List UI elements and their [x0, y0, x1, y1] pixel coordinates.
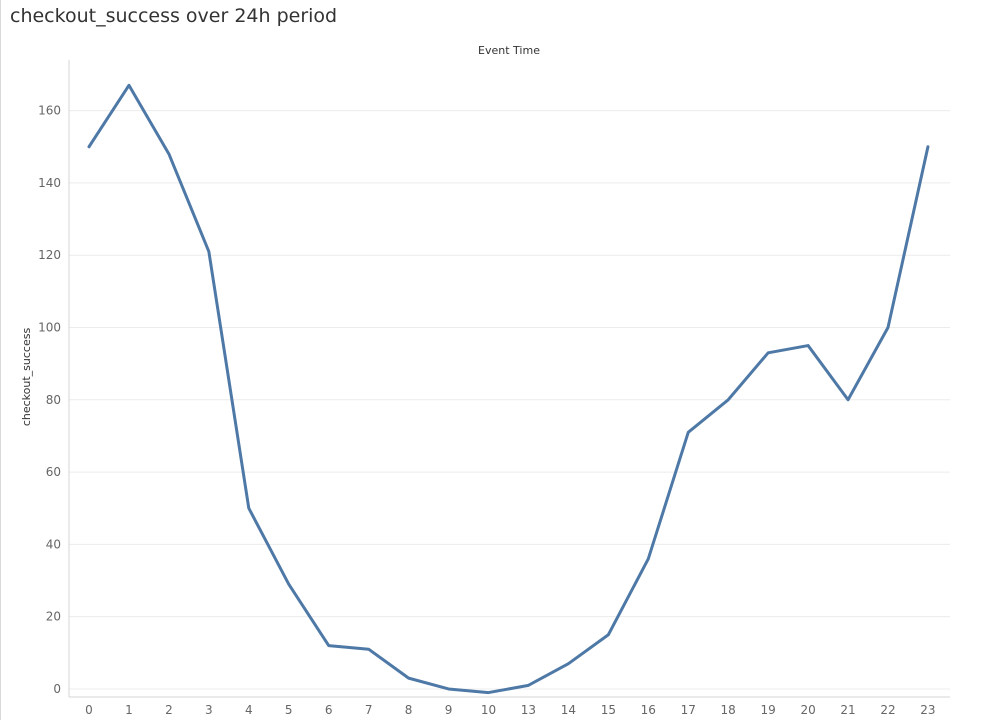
- x-tick-label: 10: [481, 703, 496, 717]
- x-tick-label: 3: [205, 703, 213, 717]
- x-tick-label: 7: [365, 703, 373, 717]
- x-tick-label: 19: [761, 703, 776, 717]
- y-tick-label: 120: [38, 248, 61, 262]
- x-tick-label: 17: [681, 703, 696, 717]
- x-tick-labels: 0 1 2 3 4 5 6 7 8 9 10 13 14 15 16 17 18 19 20 21 22 23: [85, 703, 935, 717]
- chart-title: checkout_success over 24h period: [10, 5, 338, 27]
- y-tick-label: 40: [46, 537, 61, 551]
- y-tick-label: 60: [46, 465, 61, 479]
- y-axis-title: checkout_success: [20, 328, 33, 427]
- x-axis-title: Event Time: [478, 44, 540, 57]
- x-tick-label: 2: [165, 703, 173, 717]
- x-tick-label: 5: [285, 703, 293, 717]
- x-tick-label: 16: [641, 703, 656, 717]
- y-tick-label: 100: [38, 320, 61, 334]
- x-tick-label: 14: [561, 703, 576, 717]
- x-tick-label: 8: [405, 703, 413, 717]
- x-tick-label: 15: [601, 703, 616, 717]
- y-tick-label: 140: [38, 176, 61, 190]
- x-tick-label: 9: [445, 703, 453, 717]
- x-tick-label: 6: [325, 703, 333, 717]
- series-layer: [87, 83, 930, 695]
- x-tick-label: 13: [521, 703, 536, 717]
- y-tick-label: 80: [46, 393, 61, 407]
- x-tick-label: 1: [125, 703, 133, 717]
- y-tick-label: 20: [46, 610, 61, 624]
- series-line: [87, 83, 930, 695]
- x-tick-label: 4: [245, 703, 253, 717]
- y-tick-label: 0: [53, 682, 61, 696]
- left-border: [0, 0, 1, 720]
- axes: [68, 60, 950, 698]
- y-tick-label: 160: [38, 104, 61, 118]
- gridlines: [69, 110, 950, 690]
- y-tick-labels: 0 20 40 60 80 100 120 140 160: [38, 104, 61, 696]
- x-tick-label: 21: [840, 703, 855, 717]
- x-tick-label: 18: [721, 703, 736, 717]
- x-tick-label: 20: [800, 703, 815, 717]
- x-tick-label: 0: [85, 703, 93, 717]
- x-tick-label: 23: [920, 703, 935, 717]
- x-tick-label: 22: [880, 703, 895, 717]
